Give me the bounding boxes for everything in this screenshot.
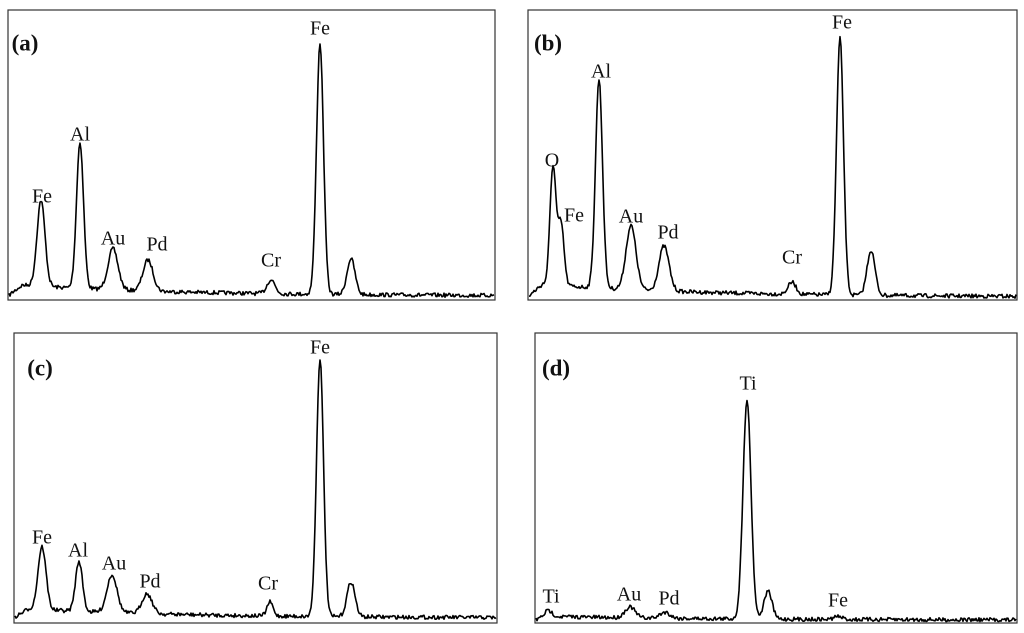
peak-label: Pd bbox=[657, 222, 678, 244]
peak-label: O bbox=[545, 150, 559, 172]
spectrum bbox=[8, 43, 495, 298]
peak-label: Al bbox=[68, 540, 88, 562]
peak-label: Cr bbox=[258, 573, 278, 595]
peak-label: Fe bbox=[32, 186, 52, 208]
peak-label: Au bbox=[617, 584, 641, 606]
peak-label: Fe bbox=[310, 18, 330, 40]
peak-label: Ti bbox=[739, 373, 757, 395]
panel-label: (a) bbox=[12, 30, 39, 55]
peak-label: Pd bbox=[658, 588, 679, 610]
peak-label: Cr bbox=[782, 247, 802, 269]
spectrum bbox=[528, 35, 1017, 299]
peak-label: Pd bbox=[146, 234, 167, 256]
spectrum bbox=[535, 399, 1017, 623]
peak-label: Fe bbox=[32, 527, 52, 549]
panel-frame bbox=[13, 332, 498, 624]
peak-label: Fe bbox=[564, 205, 584, 227]
panel-frame bbox=[527, 9, 1018, 301]
peak-label: Pd bbox=[139, 571, 160, 593]
panel-label: (d) bbox=[542, 355, 570, 380]
peak-label: Al bbox=[591, 61, 611, 83]
peak-label: Ti bbox=[542, 586, 560, 608]
peak-label: Au bbox=[619, 206, 643, 228]
peak-label: Au bbox=[102, 553, 126, 575]
panel-frame bbox=[534, 332, 1018, 624]
panel-label: (c) bbox=[27, 355, 53, 380]
peak-label: Fe bbox=[310, 337, 330, 359]
peak-label: Au bbox=[101, 228, 125, 250]
peak-label: Fe bbox=[832, 12, 852, 34]
peak-label: Al bbox=[70, 124, 90, 146]
panel-frame bbox=[7, 9, 496, 301]
peak-label: Fe bbox=[828, 590, 848, 612]
spectrum bbox=[14, 359, 497, 620]
peak-label: Cr bbox=[261, 250, 281, 272]
panel-label: (b) bbox=[534, 30, 562, 55]
